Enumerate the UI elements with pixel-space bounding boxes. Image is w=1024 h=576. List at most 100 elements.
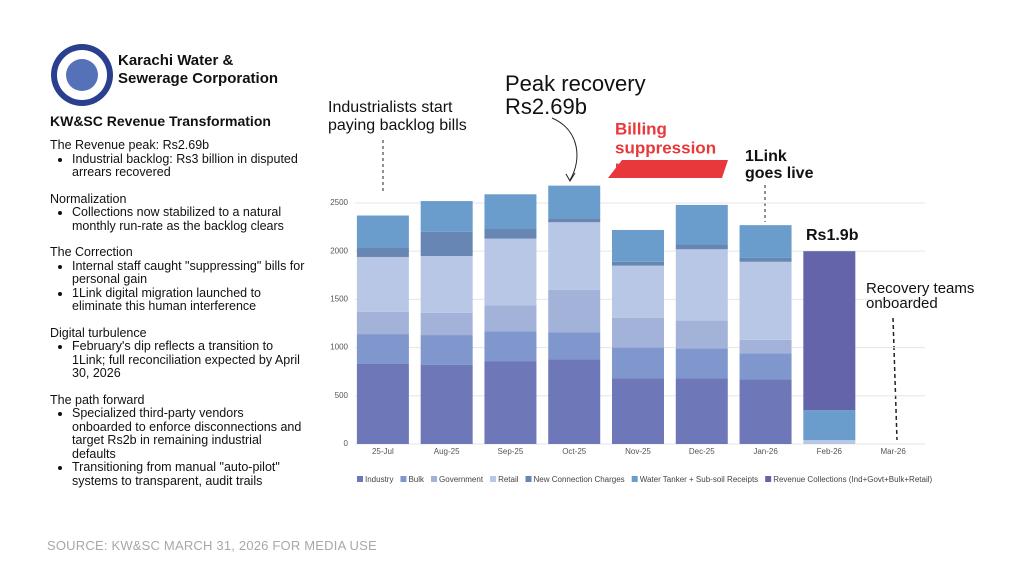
bar-segment xyxy=(612,265,664,318)
annotation: Rs1.9b xyxy=(806,227,859,244)
annotation: onboarded xyxy=(866,295,938,312)
x-tick-label: Nov-25 xyxy=(625,447,651,456)
bar-segment xyxy=(420,231,473,257)
bullet-list: Internal staff caught "suppressing" bill… xyxy=(50,259,305,314)
panel-title: KW&SC Revenue Transformation xyxy=(50,113,271,129)
bar-segment xyxy=(675,348,728,379)
bar-segment xyxy=(420,364,473,444)
x-tick-label: Dec-25 xyxy=(689,447,715,456)
bar-segment xyxy=(484,331,537,362)
annotation: 1Link xyxy=(745,148,787,165)
bullet: Industrial backlog: Rs3 billion in dispu… xyxy=(72,152,305,180)
annotation-highlight xyxy=(608,160,728,178)
bar-segment xyxy=(356,363,409,444)
annotation: paying backlog bills xyxy=(328,117,467,134)
bar-segment xyxy=(484,229,537,239)
bar-segment xyxy=(739,225,792,258)
section: The path forwardSpecialized third-party … xyxy=(50,392,305,489)
y-tick-label: 0 xyxy=(344,439,349,448)
bar-segment xyxy=(356,256,409,312)
y-tick-label: 1000 xyxy=(330,343,348,352)
source: SOURCE: KW&SC MARCH 31, 2026 FOR MEDIA U… xyxy=(47,538,377,553)
bullet: Specialized third-party vendors onboarde… xyxy=(72,406,305,461)
legend-swatch xyxy=(431,476,438,482)
bullet-list: February's dip reflects a transition to … xyxy=(50,339,305,381)
bar-segment xyxy=(739,379,792,444)
bar-segment xyxy=(484,361,537,444)
section-heading: The path forward xyxy=(50,392,145,407)
bar-segment xyxy=(356,311,409,335)
legend-label: Bulk xyxy=(408,475,425,484)
bullet-list: Industrial backlog: Rs3 billion in dispu… xyxy=(50,152,305,180)
annotation: suppression xyxy=(615,138,716,157)
org-name: Sewerage Corporation xyxy=(118,70,279,87)
bar-segment xyxy=(739,339,792,354)
section: NormalizationCollections now stabilized … xyxy=(50,192,305,234)
annotation-line xyxy=(892,317,898,441)
bar-segment xyxy=(548,289,601,333)
legend-label: Retail xyxy=(498,475,519,484)
legend-swatch xyxy=(631,476,638,482)
annotation-arrow xyxy=(551,117,578,181)
y-tick-label: 2000 xyxy=(330,246,348,255)
logo-core xyxy=(66,59,98,91)
bar-segment xyxy=(356,334,409,364)
bullet-list: Specialized third-party vendors onboarde… xyxy=(50,406,305,488)
section-heading: The Revenue peak: Rs2.69b xyxy=(50,138,210,152)
x-tick-label: Oct-25 xyxy=(562,447,587,456)
legend-label: Government xyxy=(439,475,484,484)
bar-segment xyxy=(484,194,537,230)
bar-segment xyxy=(739,261,792,340)
bullet: Internal staff caught "suppressing" bill… xyxy=(72,259,305,287)
bar-segment xyxy=(548,185,601,219)
x-tick-label: Mar-26 xyxy=(880,447,906,456)
annotation: Industrialists start xyxy=(328,99,453,116)
bar-segment xyxy=(420,256,473,313)
bar-segment xyxy=(739,257,792,262)
legend-swatch xyxy=(765,476,772,482)
bar-segment xyxy=(675,249,728,321)
legend-swatch xyxy=(400,476,407,482)
annotation: goes live xyxy=(745,165,814,182)
bar-segment xyxy=(675,204,728,245)
legend-label: New Connection Charges xyxy=(534,475,625,484)
x-tick-label: Feb-26 xyxy=(817,447,843,456)
bar-segment xyxy=(548,359,601,444)
bar-segment xyxy=(612,347,664,379)
x-tick-label: Jan-26 xyxy=(753,447,778,456)
bullet: 1Link digital migration launched to elim… xyxy=(72,286,305,314)
legend-label: Revenue Collections (Ind+Govt+Bulk+Retai… xyxy=(773,475,932,484)
bullet: Collections now stabilized to a natural … xyxy=(72,205,305,233)
bullet-list: Collections now stabilized to a natural … xyxy=(50,205,305,233)
legend-swatch xyxy=(525,476,532,482)
bar-segment xyxy=(356,247,409,257)
bar-segment xyxy=(675,320,728,349)
annotation-arrowhead xyxy=(565,172,576,182)
section: The CorrectionInternal staff caught "sup… xyxy=(50,245,305,314)
bar-segment xyxy=(484,238,537,306)
bar-segment xyxy=(548,332,601,360)
bar-segment xyxy=(420,201,473,232)
bullet: Transitioning from manual "auto-pilot" s… xyxy=(72,460,305,488)
bar-segment xyxy=(803,251,856,411)
annotation: Peak recovery xyxy=(505,71,646,96)
legend-label: Industry xyxy=(365,475,393,484)
y-tick-label: 1500 xyxy=(330,294,348,303)
annotation: Rs2.69b xyxy=(505,94,587,119)
bullet: February's dip reflects a transition to … xyxy=(72,339,305,381)
bar-segment xyxy=(356,215,409,248)
bar-segment xyxy=(548,222,601,290)
bar-segment xyxy=(548,218,601,223)
section: Digital turbulenceFebruary's dip reflect… xyxy=(50,326,305,381)
org-name: Karachi Water & xyxy=(118,52,234,69)
bar-segment xyxy=(612,229,664,262)
x-tick-label: Sep-25 xyxy=(498,447,524,456)
bar-segment xyxy=(420,335,473,365)
annotation: uncovered xyxy=(615,157,701,176)
bar-segment xyxy=(739,353,792,380)
section: The Revenue peak: Rs2.69bIndustrial back… xyxy=(50,138,305,180)
x-tick-label: 25-Jul xyxy=(372,447,394,456)
section-heading: The Correction xyxy=(50,245,133,259)
